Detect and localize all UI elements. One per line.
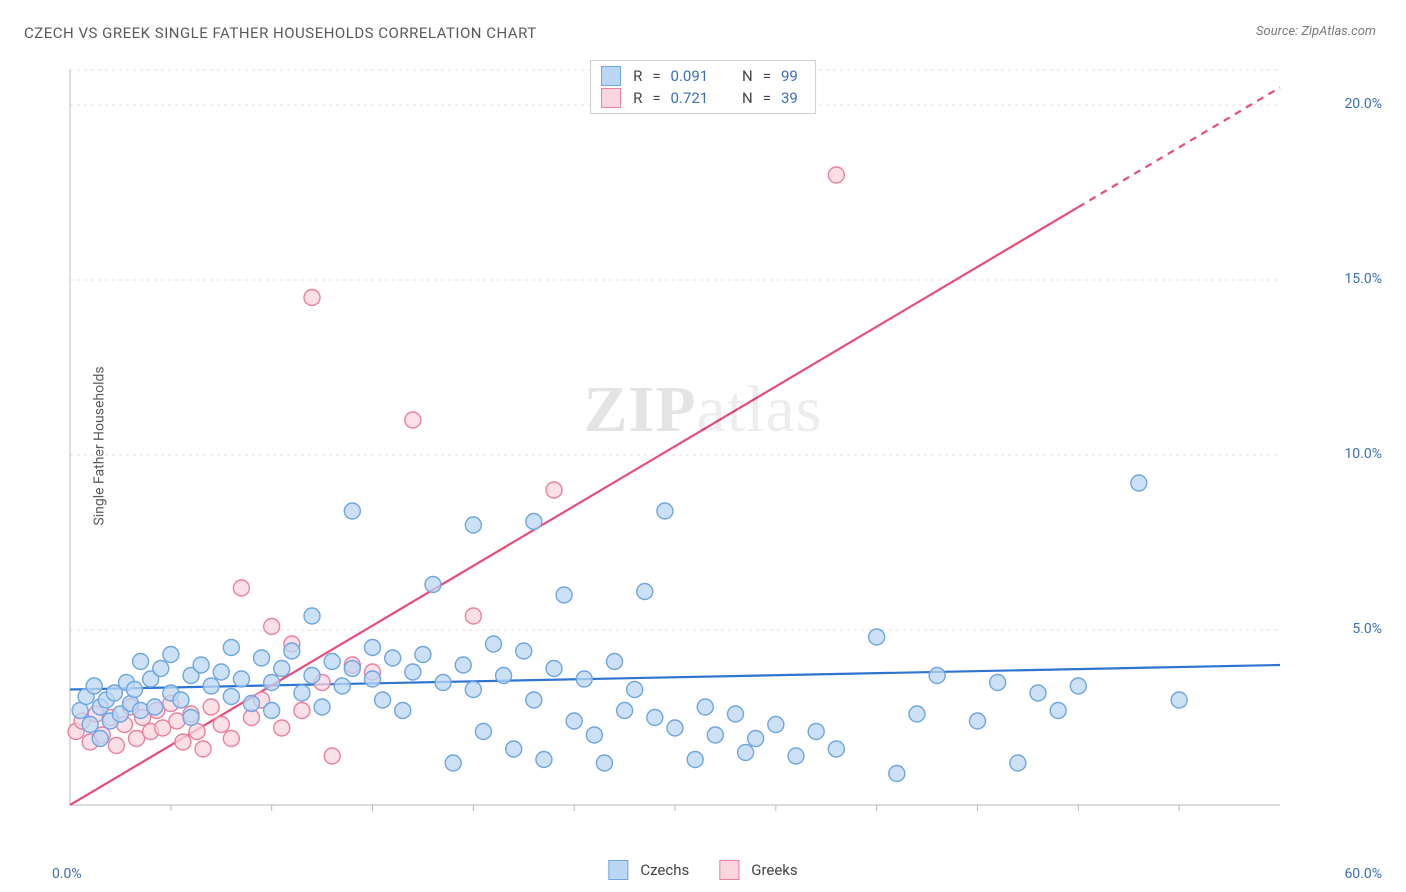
r-value-greeks: 0.721 — [671, 89, 719, 107]
r-label: R — [633, 67, 642, 85]
swatch-greeks — [719, 860, 739, 880]
source-label: Source: ZipAtlas.com — [1256, 24, 1376, 39]
r-label: R — [633, 89, 642, 107]
stats-row-greeks: R = 0.721 N = 39 — [601, 87, 805, 109]
chart-title: CZECH VS GREEK SINGLE FATHER HOUSEHOLDS … — [24, 24, 537, 42]
x-min-label: 0.0% — [52, 866, 82, 882]
legend-item-greeks: Greeks — [719, 860, 797, 880]
eq-sign: = — [652, 67, 660, 85]
chart-svg — [60, 55, 1350, 845]
chart-container: CZECH VS GREEK SINGLE FATHER HOUSEHOLDS … — [0, 0, 1406, 892]
eq-sign: = — [763, 67, 771, 85]
n-label: N — [742, 67, 753, 85]
r-value-czechs: 0.091 — [671, 67, 719, 85]
n-value-czechs: 99 — [781, 67, 805, 85]
n-value-greeks: 39 — [781, 89, 805, 107]
legend-item-czechs: Czechs — [608, 860, 689, 880]
y-tick-label: 15.0% — [1344, 271, 1382, 287]
legend-label-czechs: Czechs — [640, 861, 689, 879]
plot-area — [60, 55, 1350, 845]
x-max-label: 60.0% — [1344, 866, 1382, 882]
stats-legend: R = 0.091 N = 99 R = 0.721 N = 39 — [590, 60, 816, 114]
eq-sign: = — [763, 89, 771, 107]
swatch-czechs — [608, 860, 628, 880]
y-tick-label: 5.0% — [1352, 621, 1382, 637]
y-tick-label: 10.0% — [1344, 446, 1382, 462]
legend-label-greeks: Greeks — [751, 861, 797, 879]
eq-sign: = — [652, 89, 660, 107]
n-label: N — [742, 89, 753, 107]
swatch-greeks — [601, 88, 621, 108]
swatch-czechs — [601, 66, 621, 86]
stats-row-czechs: R = 0.091 N = 99 — [601, 65, 805, 87]
series-legend: Czechs Greeks — [608, 860, 797, 880]
y-tick-label: 20.0% — [1344, 96, 1382, 112]
